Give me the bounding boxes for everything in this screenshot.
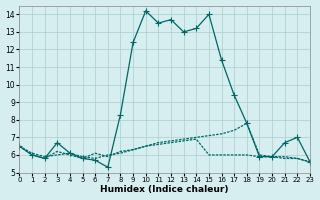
X-axis label: Humidex (Indice chaleur): Humidex (Indice chaleur)	[100, 185, 229, 194]
